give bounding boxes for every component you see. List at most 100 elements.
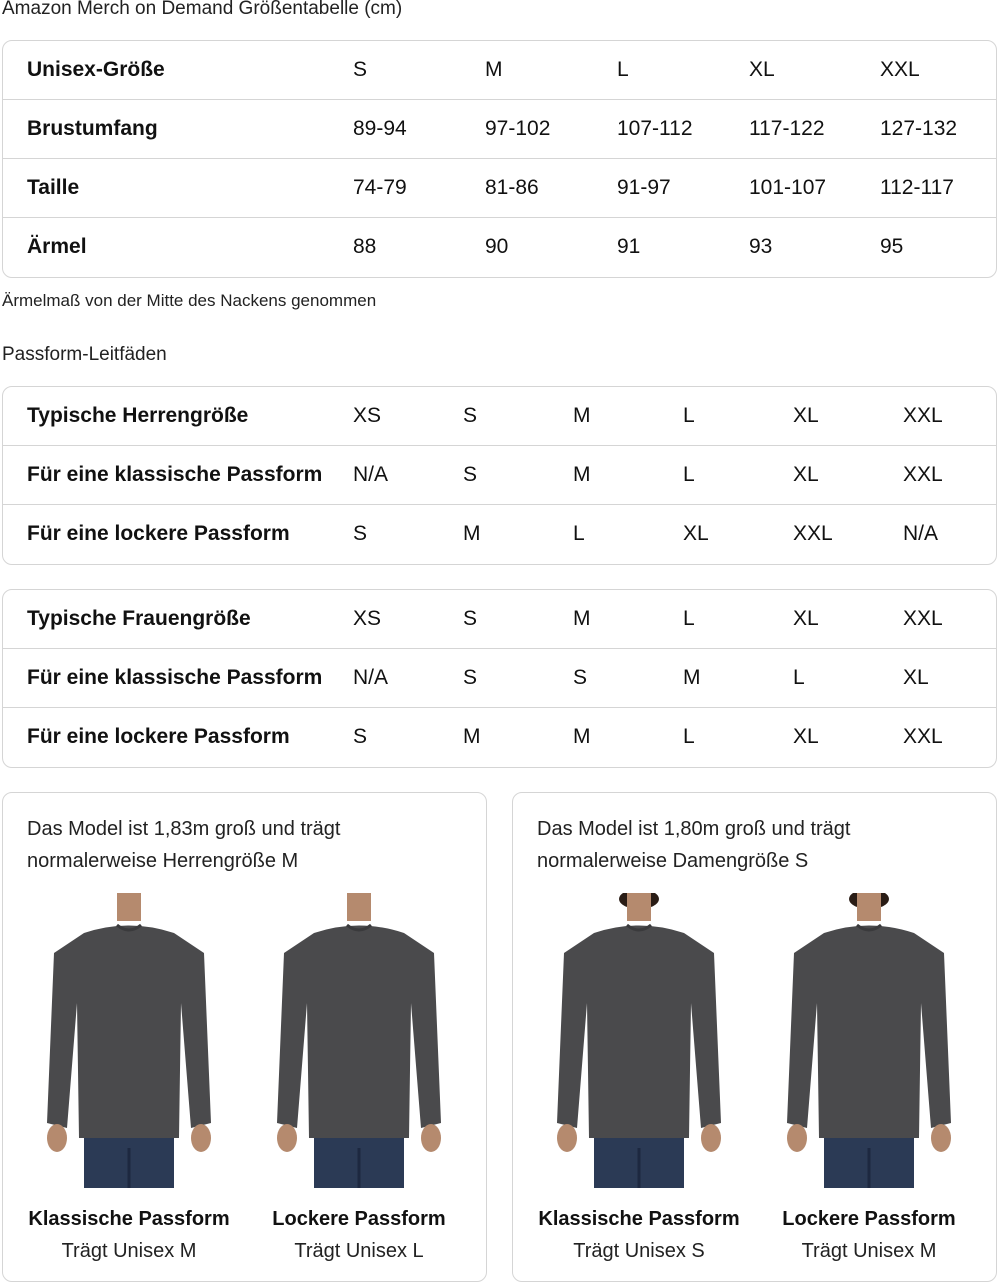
table-cell: XXL bbox=[903, 607, 943, 630]
table-cell: 91-97 bbox=[617, 176, 671, 199]
table-cell: S bbox=[463, 404, 478, 427]
fit-guide-heading: Passform-Leitfäden bbox=[2, 344, 167, 365]
row-label: Unisex-Größe bbox=[27, 58, 165, 81]
table-row: Für eine klassische Passform N/A S M L XL XXL bbox=[3, 446, 996, 505]
table-cell: L bbox=[617, 58, 629, 81]
relaxed-fit-model-image bbox=[259, 893, 459, 1188]
table-cell: XS bbox=[353, 607, 382, 630]
table-cell: XL bbox=[793, 463, 819, 486]
table-cell: 93 bbox=[749, 235, 773, 258]
table-cell: L bbox=[683, 607, 695, 630]
table-cell: 91 bbox=[617, 235, 641, 258]
row-label: Brustumfang bbox=[27, 117, 158, 140]
table-cell: S bbox=[353, 725, 368, 748]
table-cell: 95 bbox=[880, 235, 904, 258]
table-cell: L bbox=[683, 404, 695, 427]
table-cell: 89-94 bbox=[353, 117, 407, 140]
table-cell: XL bbox=[903, 666, 929, 689]
table-cell: S bbox=[573, 666, 588, 689]
figure-caption: Lockere Passform Trägt Unisex L bbox=[246, 1203, 472, 1267]
page-title: Amazon Merch on Demand Größentabelle (cm… bbox=[2, 0, 403, 19]
row-label: Ärmel bbox=[27, 235, 87, 258]
table-cell: 81-86 bbox=[485, 176, 539, 199]
table-cell: M bbox=[573, 607, 591, 630]
table-row: Für eine klassische Passform N/A S S M L XL bbox=[3, 649, 996, 708]
table-cell: M bbox=[485, 58, 503, 81]
figure-caption: Lockere Passform Trägt Unisex M bbox=[756, 1203, 982, 1267]
women-fit-table: Typische Frauengröße XS S M L XL XXL Für eine k… bbox=[2, 589, 997, 768]
row-label: Für eine lockere Passform bbox=[27, 725, 290, 748]
classic-fit-model-image bbox=[539, 889, 739, 1188]
table-cell: S bbox=[463, 463, 478, 486]
table-row: Für eine lockere Passform S M L XL XXL N/A bbox=[3, 505, 996, 564]
model-size-text: normalerweise Herrengröße M bbox=[27, 850, 299, 872]
table-row: Für eine lockere Passform S M M L XL XXL bbox=[3, 708, 996, 767]
table-cell: M bbox=[573, 725, 591, 748]
table-cell: 127-132 bbox=[880, 117, 958, 140]
table-row: Taille 74-79 81-86 91-97 101-107 112-117 bbox=[3, 159, 996, 218]
table-cell: XL bbox=[793, 404, 819, 427]
fit-label: Klassische Passform bbox=[28, 1208, 230, 1230]
table-cell: XL bbox=[749, 58, 775, 81]
model-size-text: normalerweise Damengröße S bbox=[537, 850, 809, 872]
size-table: Unisex-Größe S M L XL XXL Brustumfang 89-94 97-1… bbox=[2, 40, 997, 278]
row-label: Für eine lockere Passform bbox=[27, 522, 290, 545]
row-label: Für eine klassische Passform bbox=[27, 666, 323, 689]
table-cell: N/A bbox=[353, 463, 389, 486]
row-label: Typische Frauengröße bbox=[27, 607, 251, 630]
women-model-panel: Das Model ist 1,80m groß und trägt norma… bbox=[512, 792, 997, 1282]
table-cell: 90 bbox=[485, 235, 509, 258]
model-description: Das Model ist 1,80m groß und trägt norma… bbox=[537, 813, 850, 877]
table-cell: S bbox=[463, 666, 478, 689]
table-cell: 88 bbox=[353, 235, 377, 258]
table-cell: 117-122 bbox=[749, 117, 825, 140]
table-cell: XL bbox=[683, 522, 709, 545]
table-cell: L bbox=[573, 522, 585, 545]
table-cell: XXL bbox=[880, 58, 920, 81]
table-cell: XXL bbox=[793, 522, 833, 545]
table-cell: M bbox=[463, 725, 481, 748]
table-row: Ärmel 88 90 91 93 95 bbox=[3, 218, 996, 277]
table-cell: L bbox=[793, 666, 805, 689]
model-height-text: Das Model ist 1,80m groß und trägt bbox=[537, 818, 851, 840]
table-cell: L bbox=[683, 725, 695, 748]
table-cell: M bbox=[683, 666, 701, 689]
model-description: Das Model ist 1,83m groß und trägt norma… bbox=[27, 813, 340, 877]
wears-size-label: Trägt Unisex M bbox=[801, 1240, 937, 1262]
table-row: Brustumfang 89-94 97-102 107-112 117-122 127-… bbox=[3, 100, 996, 159]
table-cell: 101-107 bbox=[749, 176, 827, 199]
table-cell: N/A bbox=[353, 666, 389, 689]
sleeve-note: Ärmelmaß von der Mitte des Nackens genom… bbox=[2, 291, 377, 310]
fit-label: Lockere Passform bbox=[272, 1208, 446, 1230]
relaxed-fit-model-image bbox=[769, 889, 969, 1188]
table-cell: M bbox=[573, 404, 591, 427]
fit-label: Lockere Passform bbox=[782, 1208, 956, 1230]
table-cell: S bbox=[353, 522, 368, 545]
table-cell: S bbox=[463, 607, 478, 630]
table-cell: 74-79 bbox=[353, 176, 407, 199]
table-cell: XXL bbox=[903, 404, 943, 427]
table-row: Typische Herrengröße XS S M L XL XXL bbox=[3, 387, 996, 446]
table-cell: XL bbox=[793, 725, 819, 748]
table-cell: M bbox=[463, 522, 481, 545]
table-cell: 97-102 bbox=[485, 117, 551, 140]
table-cell: XXL bbox=[903, 463, 943, 486]
classic-fit-model-image bbox=[29, 893, 229, 1188]
men-fit-table: Typische Herrengröße XS S M L XL XXL Für eine k… bbox=[2, 386, 997, 565]
model-height-text: Das Model ist 1,83m groß und trägt bbox=[27, 818, 341, 840]
fit-label: Klassische Passform bbox=[538, 1208, 740, 1230]
table-cell: S bbox=[353, 58, 368, 81]
figure-caption: Klassische Passform Trägt Unisex S bbox=[526, 1203, 752, 1267]
table-row: Unisex-Größe S M L XL XXL bbox=[3, 41, 996, 100]
wears-size-label: Trägt Unisex M bbox=[61, 1240, 197, 1262]
wears-size-label: Trägt Unisex S bbox=[573, 1240, 705, 1262]
row-label: Für eine klassische Passform bbox=[27, 463, 323, 486]
wears-size-label: Trägt Unisex L bbox=[294, 1240, 424, 1262]
table-cell: XL bbox=[793, 607, 819, 630]
table-cell: XS bbox=[353, 404, 382, 427]
men-model-panel: Das Model ist 1,83m groß und trägt norma… bbox=[2, 792, 487, 1282]
table-cell: XXL bbox=[903, 725, 943, 748]
table-cell: L bbox=[683, 463, 695, 486]
table-cell: 107-112 bbox=[617, 117, 693, 140]
table-cell: M bbox=[573, 463, 591, 486]
